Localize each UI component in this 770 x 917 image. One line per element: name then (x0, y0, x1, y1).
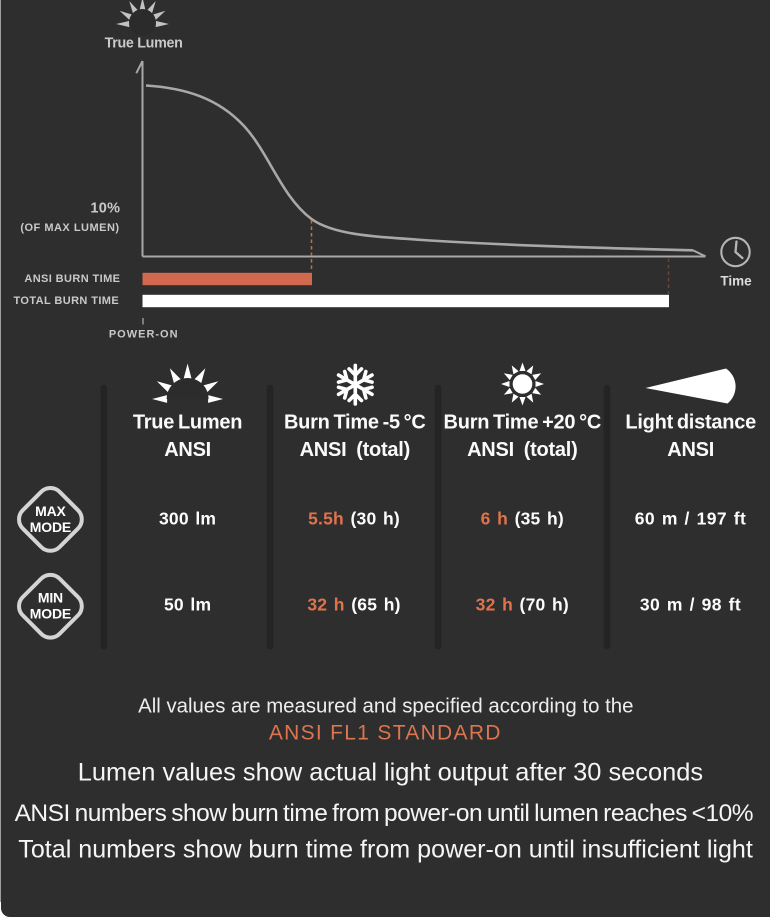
svg-text:True Lumen: True Lumen (133, 412, 242, 434)
svg-text:10%: 10% (90, 201, 120, 217)
svg-text:MODE: MODE (30, 606, 71, 622)
svg-text:Total numbers show burn time f: Total numbers show burn time from power-… (18, 835, 753, 863)
svg-text:32 h (65 h): 32 h (65 h) (307, 595, 400, 615)
svg-text:POWER-ON: POWER-ON (109, 329, 179, 341)
svg-text:TOTAL BURN TIME: TOTAL BURN TIME (13, 295, 119, 307)
svg-text:60 m / 197 ft: 60 m / 197 ft (635, 509, 746, 529)
svg-text:6 h (35 h): 6 h (35 h) (481, 509, 564, 529)
svg-text:Burn Time -5 °C: Burn Time -5 °C (284, 412, 426, 434)
svg-text:(OF MAX LUMEN): (OF MAX LUMEN) (20, 222, 119, 234)
svg-text:50 lm: 50 lm (164, 595, 211, 615)
svg-text:ANSI (total): ANSI (total) (467, 439, 577, 461)
svg-text:30 m / 98 ft: 30 m / 98 ft (640, 595, 741, 615)
svg-text:ANSI numbers show burn time fr: ANSI numbers show burn time from power-o… (15, 800, 753, 827)
svg-text:True Lumen: True Lumen (105, 35, 183, 51)
svg-text:5.5h (30 h): 5.5h (30 h) (308, 509, 400, 529)
svg-text:32 h (70 h): 32 h (70 h) (476, 595, 569, 615)
svg-text:Burn Time +20 °C: Burn Time +20 °C (444, 412, 602, 434)
svg-text:MODE: MODE (30, 519, 71, 535)
svg-text:ANSI: ANSI (164, 439, 211, 461)
svg-text:All values are measured and sp: All values are measured and specified ac… (138, 695, 633, 717)
svg-text:ANSI FL1 STANDARD: ANSI FL1 STANDARD (269, 721, 502, 744)
svg-text:300 lm: 300 lm (159, 509, 216, 529)
svg-text:MIN: MIN (38, 590, 63, 606)
svg-text:ANSI: ANSI (667, 439, 714, 461)
svg-text:Light distance: Light distance (625, 412, 756, 434)
svg-text:MAX: MAX (35, 503, 66, 519)
svg-text:ANSI BURN TIME: ANSI BURN TIME (24, 273, 120, 285)
svg-text:Lumen values show actual light: Lumen values show actual light output af… (78, 758, 703, 786)
svg-text:ANSI (total): ANSI (total) (300, 439, 410, 461)
svg-text:Time: Time (720, 274, 752, 289)
